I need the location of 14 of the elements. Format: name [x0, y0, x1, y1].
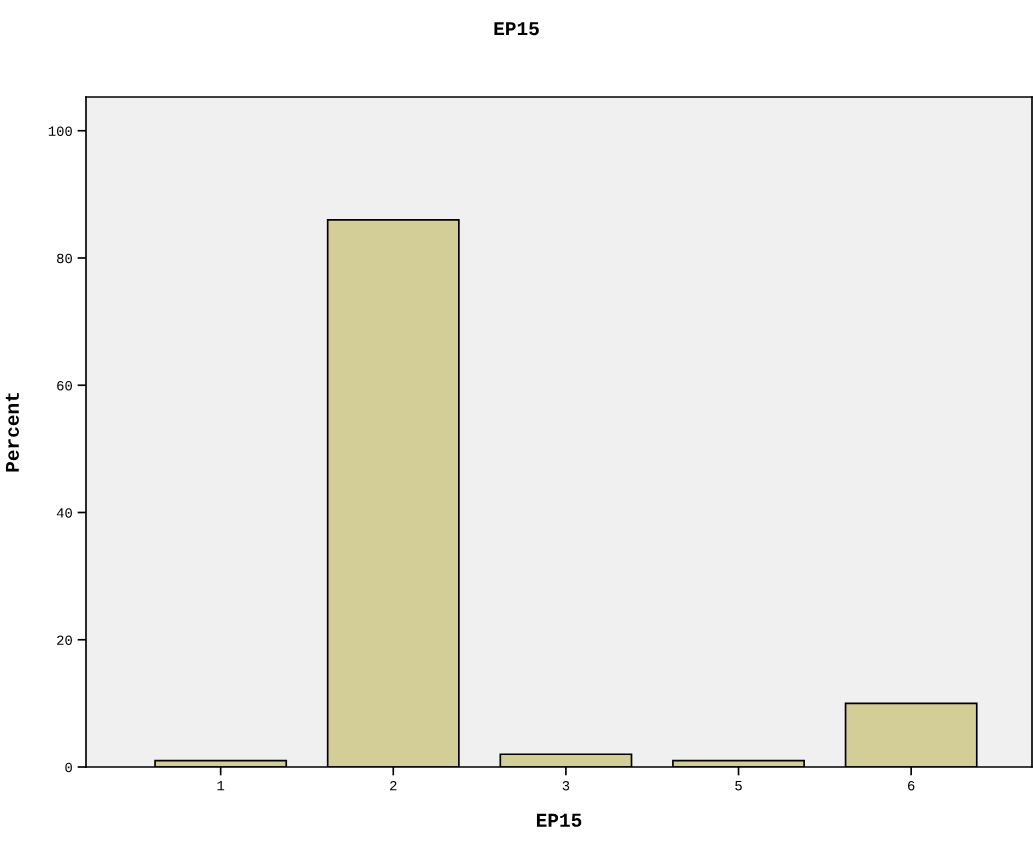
x-axis-title: EP15	[536, 813, 582, 827]
x-tick-label: 6	[908, 780, 915, 791]
x-tick-label: 3	[562, 780, 570, 791]
y-tick-label: 0	[65, 762, 72, 773]
y-tick-label: 40	[56, 508, 72, 518]
x-tick-label: 2	[390, 780, 397, 791]
x-tick-label: 1	[217, 781, 225, 791]
chart-title: EP15	[494, 22, 539, 36]
y-tick-label: 100	[48, 126, 72, 136]
y-tick-label: 80	[57, 253, 72, 264]
y-tick-label: 20	[57, 635, 72, 645]
x-tick-label: 5	[735, 781, 742, 791]
y-tick-label: 60	[57, 380, 72, 391]
y-axis-title: Percent	[5, 393, 19, 472]
